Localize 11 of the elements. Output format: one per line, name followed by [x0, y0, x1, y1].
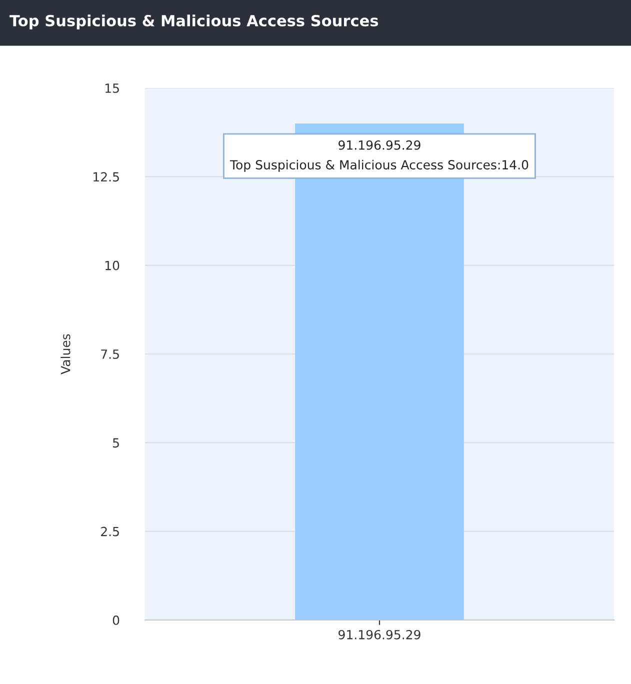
chart-title: Top Suspicious & Malicious Access Sources: [10, 14, 378, 30]
y-tick-label: 2.5: [101, 526, 119, 536]
y-tick-label: 7.5: [101, 350, 119, 359]
y-tick-label: 10: [105, 260, 120, 270]
x-tick-label: 91.196.95.29: [338, 630, 420, 640]
y-axis-title: Values: [60, 334, 70, 374]
y-tick-label: 5: [113, 438, 119, 448]
y-tick-label: 15: [105, 84, 119, 93]
y-tick-label: 12.5: [94, 172, 119, 182]
y-tick-label: 0: [112, 615, 120, 625]
annotation: 91.196.95.29 Top Suspicious & Malicious Access Sources:14.0: [230, 140, 528, 172]
